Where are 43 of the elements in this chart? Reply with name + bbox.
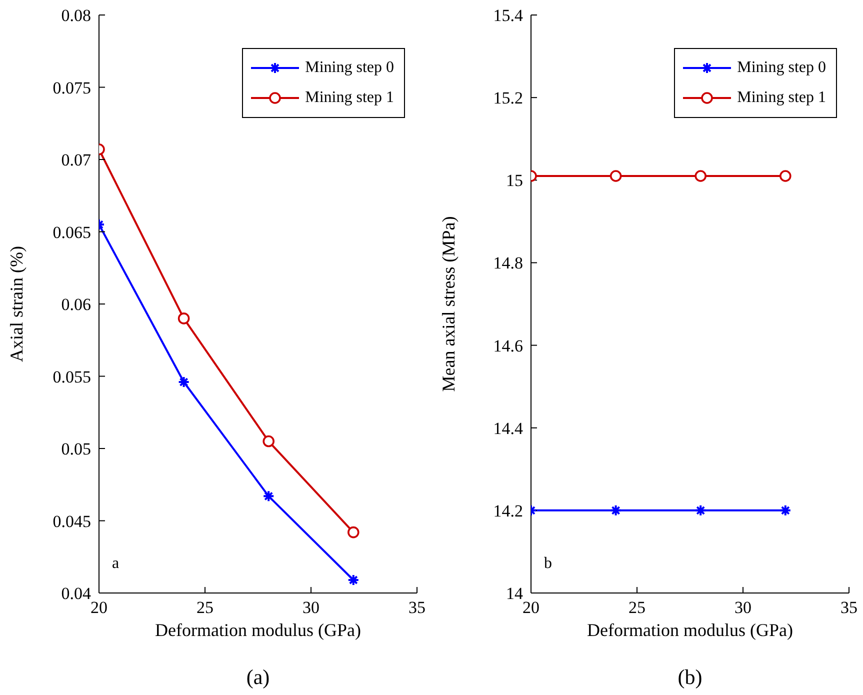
y-axis-title: Mean axial stress (MPa) [438,216,458,392]
annotation: b [544,555,552,573]
x-axis-title: Deformation modulus (GPa) [586,620,794,641]
y-axis-title: Axial strain (%) [6,246,26,362]
y-tick-label: 0.065 [52,222,91,242]
legend-label: Mining step 0 [737,59,826,77]
x-tick-label: 20 [90,598,108,618]
point [347,574,360,586]
y-tick-label: 14.6 [493,336,523,356]
y-tick-label: 15.4 [493,6,524,26]
point [178,376,190,388]
y-tick-label: 15.2 [493,88,523,108]
y-tick-label: 0.05 [61,440,91,459]
text: (b) [676,665,704,690]
y-tick-label: 14.8 [493,254,523,273]
x-tick-label: 25 [196,598,214,618]
legend-label: Mining step 0 [305,59,394,77]
point [262,435,274,448]
annotation: a [112,555,120,573]
y-tick-label: 14 [506,584,524,604]
y-tick-label: 14.4 [493,418,524,438]
y-tick-label: 0.055 [52,367,91,386]
x-tick-label: 35 [840,598,858,618]
y-tick-label: 0.07 [61,150,92,170]
y-tick-label: 0.06 [61,295,91,314]
point [262,490,275,502]
y-tick-label: 0.04 [61,584,92,604]
x-axis-title: Deformation modulus (GPa) [154,620,362,641]
y-tick-label: 0.045 [52,512,91,531]
x-tick-label: 25 [628,598,646,618]
legend-label: Mining step 1 [737,89,826,107]
y-tick-label: 0.075 [52,78,91,98]
x-tick-label: 35 [408,598,426,618]
point [348,526,360,538]
text: (a) [245,665,271,690]
y-tick-label: 0.08 [61,6,91,26]
legend-label: Mining step 1 [305,89,394,107]
point [178,312,190,324]
x-tick-label: 20 [522,598,540,618]
y-tick-label: 15 [506,171,523,190]
x-tick-label: 30 [302,598,320,618]
y-tick-label: 14.2 [493,501,523,520]
x-tick-label: 30 [734,598,752,618]
